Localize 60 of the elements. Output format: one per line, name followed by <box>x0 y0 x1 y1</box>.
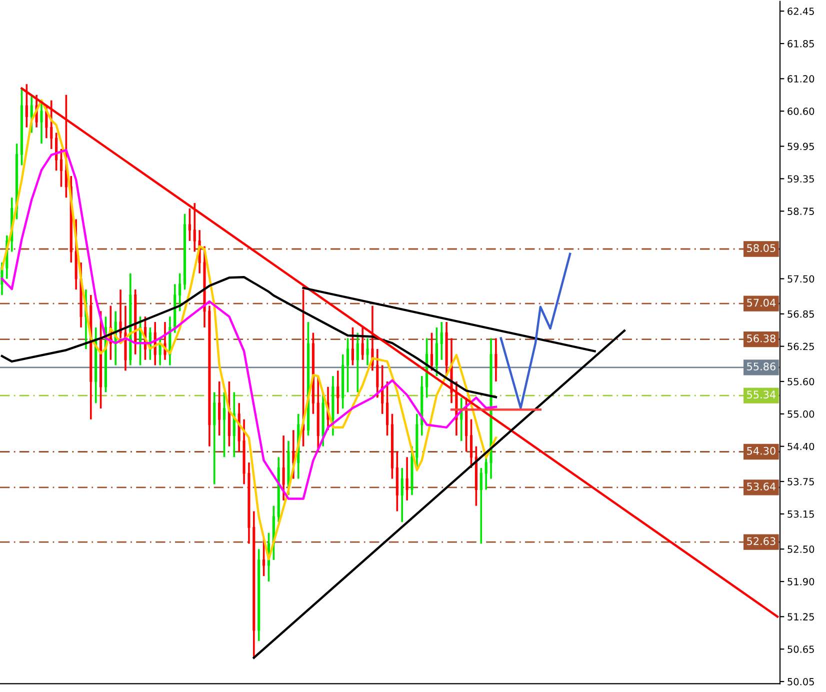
candlestick <box>188 208 191 242</box>
y-tick-label: 52.50 <box>788 546 814 553</box>
y-tick-label: 59.35 <box>788 175 814 183</box>
y-tick-label: 56.85 <box>788 310 814 318</box>
candlestick <box>193 202 196 253</box>
candlestick <box>164 321 166 361</box>
y-tick-label: 57.50 <box>788 275 814 283</box>
candlestick <box>282 434 285 502</box>
y-tick-label: 61.85 <box>788 40 814 48</box>
y-tick-label: 62.45 <box>788 8 814 15</box>
candlestick <box>376 348 379 399</box>
ref-line-label: 57.04 <box>747 298 776 307</box>
ref-line-label: 56.38 <box>747 334 776 342</box>
y-tick-label: 51.25 <box>788 613 814 620</box>
candlestick <box>400 467 404 523</box>
line-series <box>0 148 498 500</box>
candlestick <box>30 94 33 134</box>
y-tick-label: 61.20 <box>788 75 814 83</box>
candlestick <box>430 332 434 372</box>
candlestick <box>178 272 182 312</box>
y-tick-label: 54.40 <box>788 442 814 450</box>
y-tick-label: 51.90 <box>788 578 814 586</box>
candlestick <box>484 456 488 491</box>
candlestick <box>435 326 438 377</box>
candlestick <box>218 380 221 436</box>
candlestick <box>50 99 53 150</box>
candlestick <box>440 321 443 361</box>
candlestick <box>60 148 63 188</box>
line-series <box>0 276 498 398</box>
candlestick <box>366 337 369 366</box>
candlestick <box>480 467 482 545</box>
ref-line-label: 54.30 <box>747 446 776 455</box>
y-tick-label: 50.05 <box>788 678 814 686</box>
candlestick <box>45 104 48 140</box>
candlestick <box>361 326 364 361</box>
ref-line-label: 55.34 <box>747 390 776 399</box>
candlestick <box>386 380 389 436</box>
candlestick <box>346 337 350 394</box>
y-tick-label: 55.00 <box>788 410 814 418</box>
candlestick <box>351 326 354 366</box>
candlestick <box>406 456 408 502</box>
candlestick <box>222 391 226 458</box>
ref-line-label: 52.63 <box>747 537 776 546</box>
y-tick-label: 60.60 <box>788 108 814 115</box>
candlestick <box>470 418 473 469</box>
y-tick-label: 59.95 <box>788 142 814 150</box>
line-series <box>500 252 572 410</box>
y-tick-label: 58.75 <box>788 208 814 215</box>
candlestick <box>356 332 359 394</box>
y-tick-label: 56.25 <box>788 342 814 350</box>
y-tick-label: 53.75 <box>788 478 814 486</box>
ref-line-label: 58.05 <box>747 244 776 252</box>
ref-line-label: 55.86 <box>747 362 776 370</box>
candlestick <box>213 391 216 486</box>
y-tick-label: 55.60 <box>788 378 814 386</box>
ref-line-label: 53.64 <box>747 482 776 490</box>
y-tick-label: 50.65 <box>788 646 814 653</box>
candlestick <box>494 337 498 382</box>
y-tick-label: 53.15 <box>788 510 814 518</box>
candlestick <box>336 370 340 415</box>
